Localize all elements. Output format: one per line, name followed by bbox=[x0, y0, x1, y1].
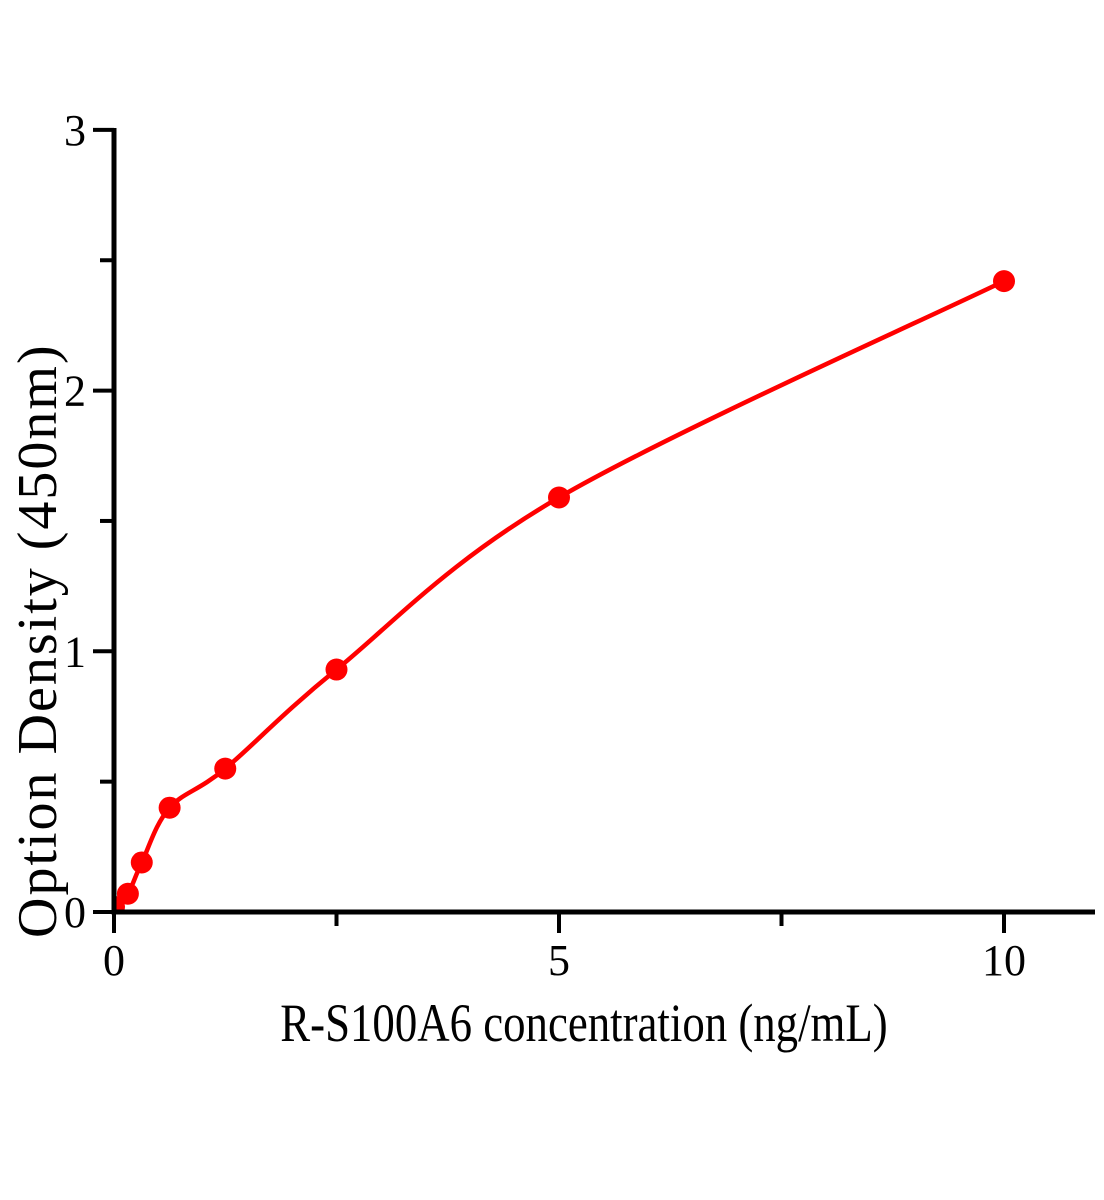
x-tick-label: 0 bbox=[103, 936, 125, 985]
data-point-marker bbox=[548, 486, 570, 509]
data-point-marker bbox=[214, 757, 237, 780]
y-tick-label: 2 bbox=[64, 367, 86, 416]
y-tick-label: 3 bbox=[64, 106, 86, 155]
y-axis-title: Option Density (450nm) bbox=[7, 343, 69, 938]
data-point-marker bbox=[130, 851, 153, 874]
series-group bbox=[112, 270, 1015, 914]
y-tick-label: 1 bbox=[64, 627, 86, 676]
data-point-marker bbox=[993, 270, 1015, 293]
x-tick-label: 5 bbox=[548, 936, 570, 985]
data-point-marker bbox=[158, 796, 181, 819]
data-point-marker bbox=[116, 882, 139, 905]
x-axis-title: R-S100A6 concentration (ng/mL) bbox=[280, 993, 888, 1053]
y-tick-label: 0 bbox=[64, 888, 86, 937]
axis-tick-labels: 0 5 10 0 1 2 3 bbox=[64, 106, 1026, 985]
axes-lines bbox=[111, 128, 1095, 915]
fit-curve bbox=[112, 278, 1007, 910]
data-point-marker bbox=[325, 658, 348, 681]
axis-ticks bbox=[93, 127, 1006, 933]
x-tick-label: 10 bbox=[982, 936, 1026, 985]
